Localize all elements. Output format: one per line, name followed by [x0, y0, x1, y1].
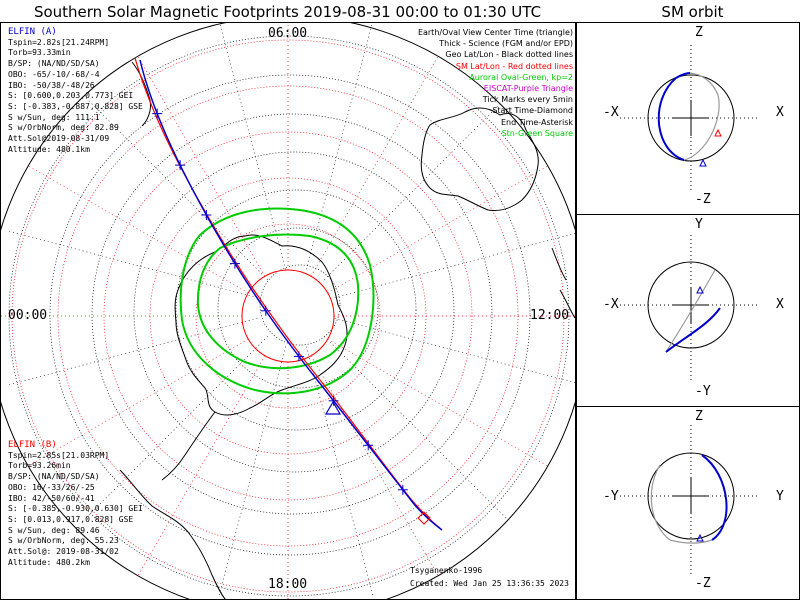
clock-label-top: 06:00	[268, 26, 308, 41]
orbit-panel-yz	[620, 425, 760, 575]
orbit-axis-label: -Y	[695, 384, 711, 399]
geo-meridian	[306, 22, 373, 270]
elfin-a-info-line: S: [0.600,0.203,0.773] GEI	[8, 91, 134, 101]
elfin-a-info-line: S w/OrbNorm, deg: 82.89	[8, 123, 119, 133]
elfin-b-name: ELFIN (B)	[8, 440, 57, 450]
auroral-oval-outer	[179, 207, 375, 395]
geo-meridian	[83, 95, 268, 280]
geo-meridian	[334, 232, 576, 298]
orbit-axis-label: X	[776, 105, 784, 120]
elfin-b-info-line: S: [0.013,0.917,0.828] GSE	[8, 514, 134, 524]
auroral-oval-inner	[196, 233, 360, 370]
elfin-b-info: ELFIN (B) Tspin=2.85s[21.03RPM] Torb=93.2…	[8, 440, 143, 568]
sm-pole-circle	[241, 269, 335, 363]
elfin-b-info-line: Tspin=2.85s[21.03RPM]	[8, 450, 110, 460]
legend-item: EISCAT-Purple Triangle	[483, 84, 573, 94]
sm-meridian	[327, 165, 548, 294]
australia-outline	[420, 107, 539, 211]
geo-meridian	[324, 95, 509, 280]
geo-meridian	[218, 346, 286, 598]
south-america-outline	[119, 469, 227, 600]
elfin-b-info-line: S w/OrbNorm, deg: 55.23	[8, 536, 119, 546]
elfin-a-info-line: IBO: -50/38/-48/26	[8, 80, 95, 90]
start-diamond	[417, 511, 431, 525]
view-center-triangle	[324, 400, 342, 415]
orbit-axis-label: Y	[776, 489, 784, 504]
sm-meridian	[310, 355, 439, 576]
geo-meridian	[219, 22, 286, 270]
legend-item: Stn-Green Square	[501, 128, 573, 138]
legend-item: Tick Marks every 5min	[482, 95, 573, 105]
elfin-a-info-line: Tspin=2.82s[21.24RPM]	[8, 37, 110, 47]
geo-meridian	[334, 318, 576, 384]
elfin-a-info-line: S w/Sun, deg: 111.1	[8, 112, 100, 122]
elfin-a-info-line: B/SP: (NA/ND/SD/SA)	[8, 59, 100, 69]
clock-label-right: 12:00	[530, 308, 570, 323]
elfin-b-info-line: Torb=93.26min	[8, 461, 71, 471]
elfin-a-track	[139, 59, 443, 531]
geo-meridian	[306, 346, 374, 598]
orbit-axis-label: -X	[603, 297, 619, 312]
elfin-a-info: ELFIN (A) Tspin=2.82s[21.24RPM] Torb=93.3…	[8, 27, 143, 155]
orbit-axis-label: X	[776, 297, 784, 312]
new-zealand-outline	[551, 247, 576, 319]
elfin-a-info-line: Torb=93.33min	[8, 48, 71, 58]
legend-item: Geo Lat/Lon - Black dotted lines	[445, 50, 573, 60]
orbit-panel-xy	[620, 235, 760, 380]
elfin-a-info-line: Altitude: 480.1km	[8, 144, 90, 154]
elfin-b-info-line: Att.Sol@: 2019-08-31/02	[8, 547, 119, 557]
orbit-title: SM orbit	[661, 3, 724, 21]
legend-item: Thick - Science (FGM and/or EPD)	[439, 39, 573, 49]
legend-item: SM Lat/Lon - Red dotted lines	[455, 61, 573, 71]
model-label: Tsyganenko-1996	[410, 566, 483, 575]
orbit-axis-label: Z	[695, 409, 703, 424]
elfin-a-info-line: OBO: -65/-10/-68/-4	[8, 69, 100, 79]
orbit-panel-xz	[620, 45, 760, 190]
orbit-axis-label: -Y	[603, 489, 619, 504]
created-label: Created: Wed Jan 25 13:36:35 2023	[410, 579, 569, 588]
elfin-b-info-line: B/SP: (NA/ND/SD/SA)	[8, 472, 100, 482]
elfin-b-info-line: IBO: 42/-50/60/-41	[8, 493, 95, 503]
elfin-b-info-line: S w/Sun, deg: 89.46	[8, 525, 100, 535]
sm-meridian	[327, 338, 548, 467]
geo-meridian	[6, 230, 258, 298]
legend-item: End Time-Asterisk	[500, 117, 573, 127]
sm-meridian	[137, 56, 266, 277]
clock-label-bottom: 18:00	[268, 577, 308, 592]
orbit-axis-label: -Z	[695, 192, 711, 207]
elfin-b-info-line: S: [-0.385,-0.930,0.630] GEI	[8, 504, 143, 514]
geo-meridian	[324, 336, 509, 521]
orbit-axis-label: Z	[695, 25, 703, 40]
sm-meridian	[137, 355, 266, 576]
antarctica-outline	[174, 234, 348, 416]
orbit-axis-label: Y	[695, 217, 703, 232]
elfin-b-info-line: Altitude: 480.2km	[8, 557, 90, 567]
track-tick-marks	[152, 108, 408, 495]
orbit-axis-label: -Z	[695, 576, 711, 591]
elfin-a-name: ELFIN (A)	[8, 27, 57, 37]
orbit-axis-label: -X	[603, 105, 619, 120]
elfin-a-info-line: S: [-0.383,-0.887,0.828] GSE	[8, 101, 143, 111]
peninsula-outline	[161, 411, 216, 481]
legend-item: Earth/Oval View Center Time (triangle)	[417, 28, 573, 37]
geo-meridian	[83, 336, 268, 521]
elfin-b-info-line: OBO: 16/-33/26/-25	[8, 482, 95, 492]
geo-meridian	[6, 318, 258, 386]
elfin-a-info-line: Att.Sol@2019-08-31/09	[8, 134, 110, 144]
page-title: Southern Solar Magnetic Footprints 2019-…	[33, 3, 542, 21]
clock-label-left: 00:00	[8, 308, 48, 323]
legend-item: Auroral Oval-Green, kp=2	[469, 72, 573, 82]
legend-item: Start Time-Diamond	[492, 106, 573, 116]
grid-meridians	[0, 22, 576, 600]
legend: Earth/Oval View Center Time (triangle) Th…	[418, 27, 573, 139]
